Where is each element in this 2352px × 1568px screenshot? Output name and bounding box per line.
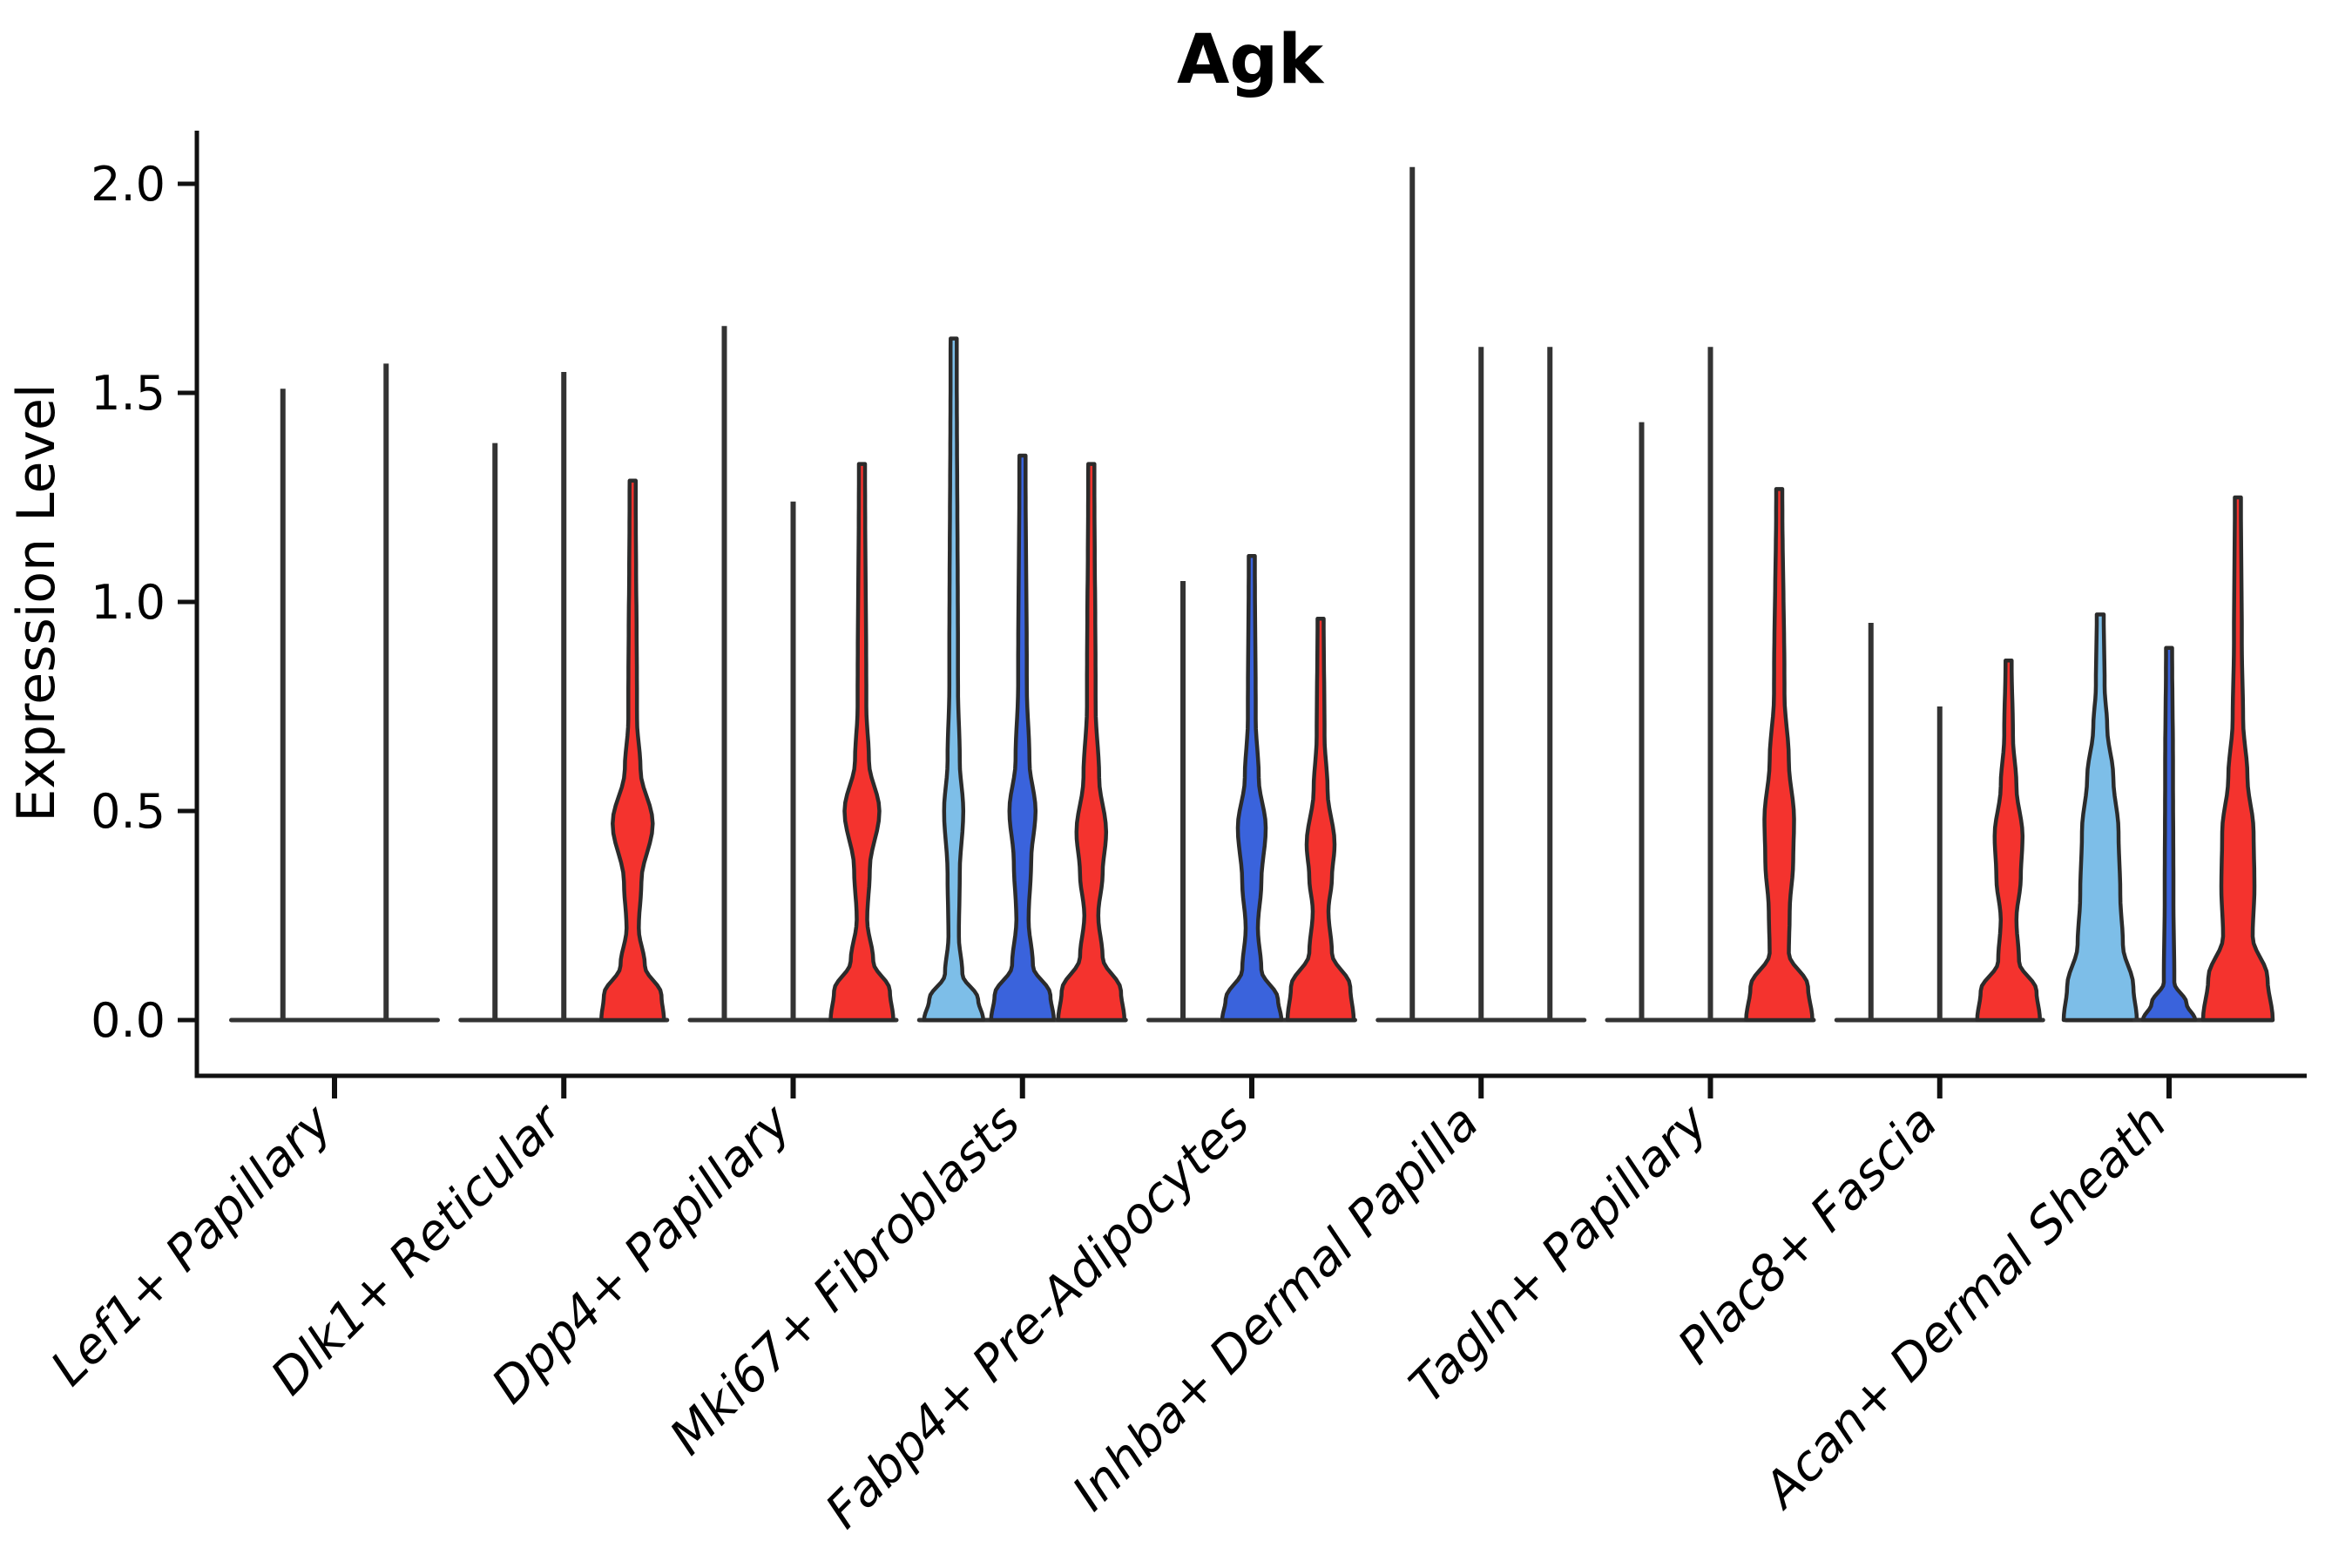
y-axis-label: Expression Level bbox=[6, 383, 67, 821]
violin-blue-mki67 bbox=[989, 453, 1057, 1023]
violin-glyphs bbox=[229, 166, 2275, 1023]
y-tick-label: 1.5 bbox=[91, 366, 166, 421]
violin-lightblue-mki67 bbox=[922, 336, 986, 1023]
violin-blue-acan bbox=[2140, 645, 2198, 1023]
violin-red-dlk1 bbox=[599, 478, 666, 1023]
x-tick-label: Fabp4+ Pre-Adipocytes bbox=[815, 1094, 1260, 1539]
y-tick-label: 1.0 bbox=[91, 575, 166, 630]
violin-blue-fabp4 bbox=[1220, 553, 1284, 1023]
x-tick-label: Acan+ Dermal Sheath bbox=[1752, 1094, 2178, 1520]
violin-red-mki67 bbox=[1056, 462, 1127, 1023]
violin-red-fabp4 bbox=[1285, 616, 1356, 1023]
violin-red-plac8 bbox=[1975, 658, 2043, 1023]
axes: 0.0 0.5 1.0 1.5 2.0 bbox=[91, 131, 2307, 1098]
y-tick-label: 0.0 bbox=[91, 993, 166, 1048]
violin-red-acan bbox=[2200, 495, 2275, 1023]
plot-title: Agk bbox=[1177, 21, 1325, 99]
violin-red-tagln bbox=[1744, 487, 1815, 1023]
axis-spines bbox=[194, 131, 2307, 1078]
violin-lightblue-acan bbox=[2061, 612, 2139, 1023]
y-tick-label: 0.5 bbox=[91, 784, 166, 839]
violin-red-dpp4 bbox=[828, 462, 896, 1023]
x-tick-label: Inhba+ Dermal Papilla bbox=[1062, 1094, 1490, 1522]
y-tick-label: 2.0 bbox=[91, 157, 166, 212]
